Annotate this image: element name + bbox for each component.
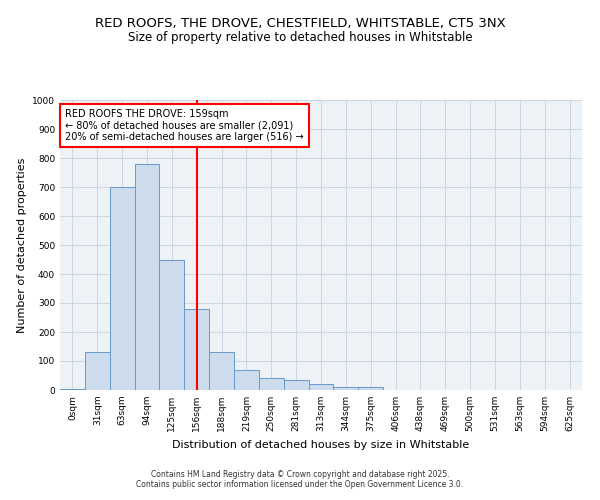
Bar xyxy=(110,187,134,390)
Bar xyxy=(234,370,259,390)
Bar xyxy=(284,380,308,390)
Bar xyxy=(209,352,234,390)
Text: RED ROOFS, THE DROVE, CHESTFIELD, WHITSTABLE, CT5 3NX: RED ROOFS, THE DROVE, CHESTFIELD, WHITST… xyxy=(95,18,505,30)
Bar xyxy=(60,388,85,390)
Bar xyxy=(308,384,334,390)
Bar xyxy=(358,387,383,390)
Bar xyxy=(134,164,160,390)
Bar xyxy=(184,309,209,390)
Bar xyxy=(85,352,110,390)
Y-axis label: Number of detached properties: Number of detached properties xyxy=(17,158,26,332)
Text: Size of property relative to detached houses in Whitstable: Size of property relative to detached ho… xyxy=(128,31,472,44)
Text: Contains HM Land Registry data © Crown copyright and database right 2025.: Contains HM Land Registry data © Crown c… xyxy=(151,470,449,479)
Bar xyxy=(259,378,284,390)
Text: RED ROOFS THE DROVE: 159sqm
← 80% of detached houses are smaller (2,091)
20% of : RED ROOFS THE DROVE: 159sqm ← 80% of det… xyxy=(65,108,304,142)
Bar xyxy=(334,387,358,390)
X-axis label: Distribution of detached houses by size in Whitstable: Distribution of detached houses by size … xyxy=(172,440,470,450)
Text: Contains public sector information licensed under the Open Government Licence 3.: Contains public sector information licen… xyxy=(136,480,464,489)
Bar xyxy=(160,260,184,390)
